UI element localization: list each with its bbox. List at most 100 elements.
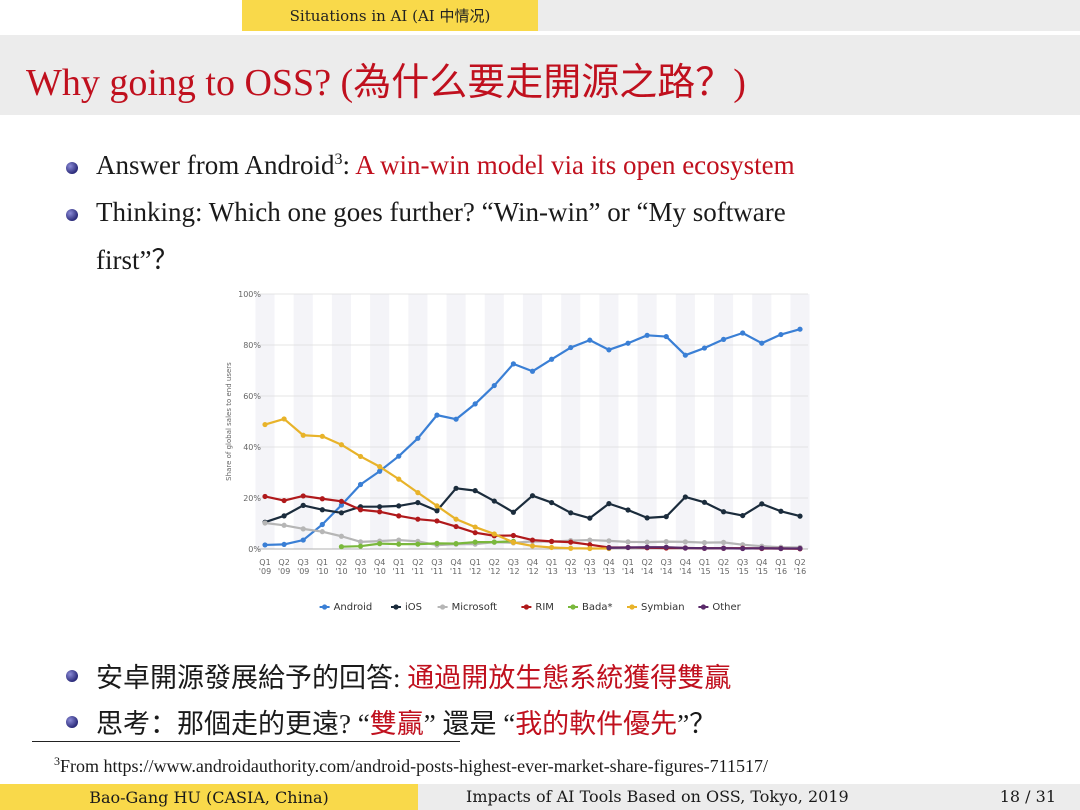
legend-label-symbian: Symbian bbox=[641, 602, 685, 613]
data-point-other bbox=[701, 545, 708, 551]
legend-marker-other bbox=[700, 604, 706, 610]
legend-label-rim: RIM bbox=[535, 602, 554, 613]
bullet-4: 思考：那個走的更遠? “雙贏” 還是 “我的軟件優先”？ bbox=[96, 702, 716, 741]
data-point-other bbox=[606, 545, 612, 551]
data-point-ios bbox=[510, 509, 516, 515]
data-point-symbian bbox=[510, 539, 516, 545]
data-point-symbian bbox=[549, 544, 555, 551]
x-tick-label: Q1'14 bbox=[622, 558, 634, 576]
data-point-android bbox=[453, 416, 459, 422]
data-point-ios bbox=[759, 501, 765, 507]
data-point-ios bbox=[300, 502, 306, 508]
bullet-4-part-a: 思考：那個走的更遠? “ bbox=[96, 709, 370, 739]
data-point-other bbox=[720, 545, 727, 551]
data-point-ios bbox=[472, 488, 478, 494]
x-tick-label: Q1'15 bbox=[698, 558, 710, 576]
data-point-android bbox=[300, 537, 306, 543]
x-tick-label: Q4'10 bbox=[373, 558, 385, 576]
data-point-android bbox=[587, 337, 593, 343]
data-point-symbian bbox=[377, 464, 383, 470]
footer-author: Bao-Gang HU (CASIA, China) bbox=[0, 784, 418, 810]
x-tick-label: Q2'09 bbox=[278, 558, 290, 576]
x-tick-label: Q3'14 bbox=[660, 558, 672, 576]
data-point-android bbox=[568, 344, 574, 351]
legend-marker-android bbox=[322, 604, 328, 610]
series-line-bada bbox=[341, 540, 514, 548]
data-point-rim bbox=[281, 497, 287, 504]
data-point-android bbox=[701, 345, 708, 351]
legend-label-android: Android bbox=[334, 602, 373, 613]
bullet-2-line-1: Thinking: Which one goes further? “Win-w… bbox=[96, 197, 786, 227]
chart-column-band bbox=[408, 294, 428, 549]
data-point-rim bbox=[472, 530, 478, 536]
bottom-bar: Bao-Gang HU (CASIA, China) Impacts of AI… bbox=[0, 784, 1080, 810]
data-point-rim bbox=[587, 542, 593, 548]
data-point-microsoft bbox=[663, 539, 669, 545]
data-point-ios bbox=[396, 503, 402, 509]
data-point-symbian bbox=[453, 516, 459, 522]
bullet-marker bbox=[66, 670, 78, 682]
data-point-rim bbox=[377, 509, 383, 515]
x-tick-label: Q2'14 bbox=[641, 558, 653, 576]
x-tick-label: Q1'12 bbox=[469, 558, 481, 576]
legend-label-other: Other bbox=[712, 602, 741, 613]
chart-column-band bbox=[599, 294, 619, 549]
top-navigation-bar: Situations in AI (AI 中情况) bbox=[0, 0, 1080, 31]
x-tick-label: Q1'10 bbox=[316, 558, 328, 576]
data-point-ios bbox=[663, 514, 669, 520]
legend-label-ios: iOS bbox=[405, 602, 422, 613]
data-point-android bbox=[759, 340, 765, 346]
footnote-mark: 3 bbox=[54, 754, 60, 768]
bullet-marker bbox=[66, 209, 78, 221]
data-point-microsoft bbox=[319, 529, 325, 535]
bullet-3: 安卓開源發展給予的回答: 通過開放生態系統獲得雙贏 bbox=[96, 656, 731, 695]
data-point-ios bbox=[377, 504, 383, 510]
y-tick-label: 20% bbox=[243, 494, 261, 503]
data-point-microsoft bbox=[338, 533, 345, 539]
footnote-ref[interactable]: 3 bbox=[334, 151, 343, 168]
data-point-android bbox=[778, 331, 784, 338]
x-tick-label: Q1'16 bbox=[775, 558, 787, 576]
chart-column-band bbox=[752, 294, 772, 549]
y-tick-label: 0% bbox=[248, 545, 261, 554]
data-point-other bbox=[663, 544, 669, 550]
footnote-rule bbox=[32, 741, 460, 742]
data-point-symbian bbox=[491, 531, 497, 537]
x-tick-label: Q1'09 bbox=[259, 558, 271, 576]
chart-column-band bbox=[370, 294, 390, 549]
data-point-rim bbox=[510, 532, 516, 539]
data-point-rim bbox=[319, 496, 325, 502]
x-tick-label: Q2'12 bbox=[488, 558, 500, 576]
x-tick-label: Q2'11 bbox=[412, 558, 424, 576]
data-point-android bbox=[682, 352, 688, 358]
data-point-android bbox=[281, 541, 287, 548]
data-point-android bbox=[797, 326, 803, 332]
bullet-marker bbox=[66, 162, 78, 174]
data-point-symbian bbox=[568, 545, 574, 551]
data-point-ios bbox=[529, 493, 536, 499]
data-point-ios bbox=[549, 499, 555, 506]
chart-column-band bbox=[675, 294, 695, 549]
x-tick-label: Q4'11 bbox=[450, 558, 462, 576]
legend-marker-symbian bbox=[629, 604, 635, 610]
chart-column-band bbox=[293, 294, 313, 549]
data-point-bada bbox=[396, 541, 402, 547]
data-point-other bbox=[740, 545, 746, 552]
data-point-android bbox=[606, 347, 612, 353]
bullet-1-prefix: Answer from Android bbox=[96, 150, 335, 180]
x-tick-label: Q3'12 bbox=[507, 558, 519, 576]
data-point-other bbox=[797, 545, 803, 552]
data-point-ios bbox=[338, 510, 345, 516]
footnote-text[interactable]: From https://www.androidauthority.com/an… bbox=[60, 756, 768, 776]
footer-info: Impacts of AI Tools Based on OSS, Tokyo,… bbox=[418, 784, 1080, 810]
data-point-bada bbox=[357, 543, 364, 549]
data-point-android bbox=[529, 368, 536, 374]
data-point-android bbox=[549, 356, 555, 362]
data-point-microsoft bbox=[701, 540, 708, 546]
bullet-marker bbox=[66, 716, 78, 728]
data-point-android bbox=[472, 401, 478, 407]
x-tick-label: Q3'10 bbox=[354, 558, 366, 576]
data-point-microsoft bbox=[740, 542, 746, 548]
x-tick-label: Q4'15 bbox=[756, 558, 768, 576]
data-point-android bbox=[357, 481, 364, 488]
